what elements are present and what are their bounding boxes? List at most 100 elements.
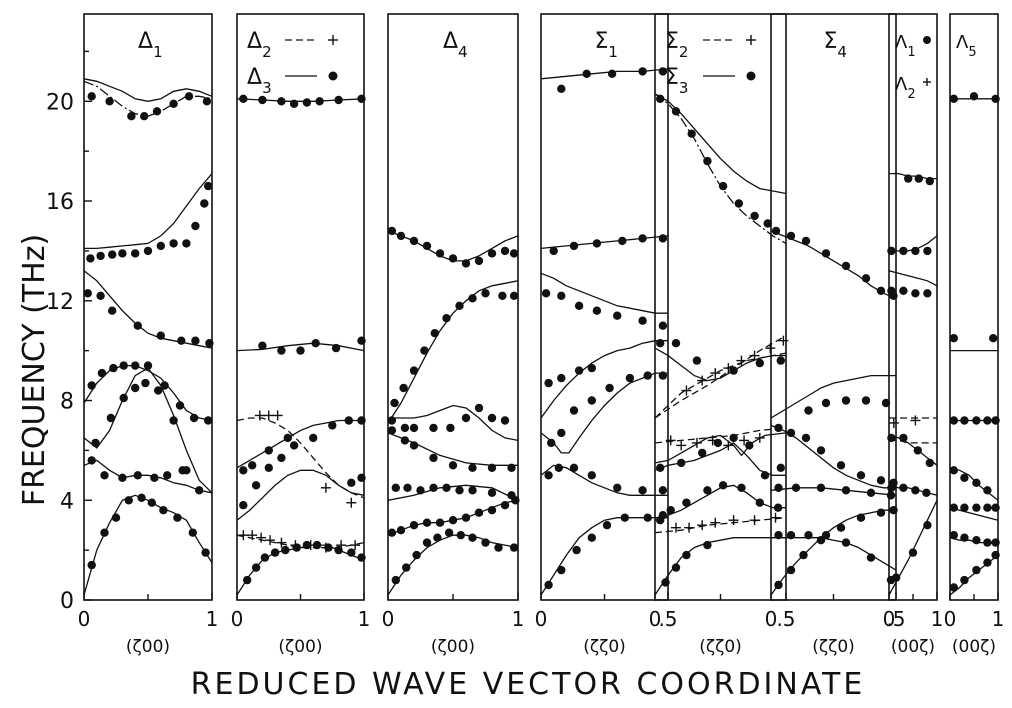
- data-point: [899, 483, 908, 492]
- data-point: [899, 433, 908, 443]
- x-tick-label: 1: [512, 607, 525, 631]
- data-point: [243, 575, 252, 585]
- cross-point: [770, 512, 781, 523]
- data-point: [281, 545, 290, 555]
- x-tick-label: 0: [883, 607, 896, 631]
- direction-label: (ζζ0): [812, 637, 855, 657]
- data-point: [887, 246, 896, 256]
- branch-curve: [771, 537, 897, 571]
- data-point: [899, 246, 908, 256]
- y-axis-label: FREQUENCY (THz): [17, 234, 52, 506]
- data-point: [422, 241, 432, 251]
- data-point: [416, 486, 425, 495]
- data-point: [124, 496, 133, 505]
- legend-marker: [328, 71, 338, 81]
- legend-label: Σ2: [665, 29, 688, 61]
- data-point: [745, 441, 754, 450]
- data-point: [911, 246, 920, 256]
- data-point: [396, 526, 406, 535]
- data-point: [656, 94, 665, 104]
- legend-marker: [923, 36, 931, 44]
- legend-marker: [746, 71, 756, 81]
- data-point: [755, 358, 764, 368]
- data-point: [638, 316, 647, 325]
- data-point: [557, 84, 566, 94]
- data-point: [613, 483, 622, 492]
- x-tick-label: 0: [944, 607, 957, 631]
- cross-point: [691, 437, 702, 448]
- data-point: [87, 456, 96, 465]
- data-point: [387, 416, 397, 425]
- branch-curve: [654, 442, 786, 476]
- data-point: [509, 291, 519, 300]
- branch-curve: [83, 78, 213, 102]
- data-point: [774, 423, 783, 433]
- cross-point: [710, 517, 721, 528]
- cross-point: [676, 440, 687, 451]
- data-point: [487, 506, 497, 515]
- data-point: [821, 398, 831, 408]
- branch-curve: [236, 469, 365, 521]
- data-point: [861, 396, 871, 405]
- data-point: [587, 396, 596, 405]
- cross-point: [350, 540, 361, 551]
- data-point: [773, 503, 783, 512]
- data-point: [150, 473, 159, 482]
- direction-label: (ζ00): [126, 637, 170, 657]
- branch-curve: [84, 173, 213, 250]
- data-point: [264, 463, 273, 472]
- cross-point: [749, 350, 760, 361]
- data-point: [111, 513, 121, 522]
- data-point: [557, 291, 566, 300]
- data-point: [671, 563, 681, 572]
- data-point: [400, 423, 410, 433]
- data-point: [692, 356, 702, 365]
- data-point: [592, 239, 602, 248]
- data-point: [836, 523, 846, 532]
- direction-label: (00ζ): [952, 637, 996, 657]
- data-point: [509, 543, 519, 552]
- data-point: [911, 289, 920, 298]
- data-point: [960, 575, 969, 585]
- data-point: [391, 483, 400, 492]
- data-point: [143, 246, 153, 256]
- data-point: [108, 250, 117, 259]
- data-point: [357, 553, 366, 562]
- panel-7: 0 1 (00ζ) Λ1 Λ2: [883, 13, 943, 657]
- data-point: [607, 69, 617, 79]
- data-point: [387, 528, 397, 537]
- cross-point: [707, 435, 718, 446]
- branch-curve: [236, 342, 365, 352]
- data-point: [390, 398, 399, 408]
- data-point: [949, 503, 958, 512]
- data-point: [159, 506, 168, 515]
- data-point: [357, 336, 366, 345]
- cross-point: [247, 530, 258, 541]
- data-point: [554, 463, 563, 472]
- data-point: [638, 67, 647, 76]
- data-point: [643, 513, 652, 522]
- data-point: [983, 558, 992, 567]
- data-point: [201, 548, 210, 557]
- data-point: [774, 531, 783, 540]
- data-point: [481, 538, 490, 547]
- data-point: [841, 538, 851, 547]
- data-point: [703, 156, 712, 166]
- data-point: [507, 491, 516, 500]
- data-point: [169, 99, 178, 109]
- data-point: [804, 531, 813, 540]
- data-point: [801, 433, 811, 443]
- data-point: [656, 463, 665, 472]
- data-point: [448, 461, 458, 470]
- branch-curve: [387, 280, 519, 424]
- data-point: [914, 174, 923, 183]
- data-point: [118, 249, 127, 258]
- data-point: [188, 528, 197, 537]
- y-tick-label: 0: [60, 589, 74, 614]
- data-point: [97, 368, 107, 378]
- data-point: [422, 538, 432, 547]
- data-point: [799, 550, 808, 560]
- branch-curve: [540, 340, 668, 419]
- data-point: [403, 483, 412, 492]
- data-point: [402, 563, 411, 572]
